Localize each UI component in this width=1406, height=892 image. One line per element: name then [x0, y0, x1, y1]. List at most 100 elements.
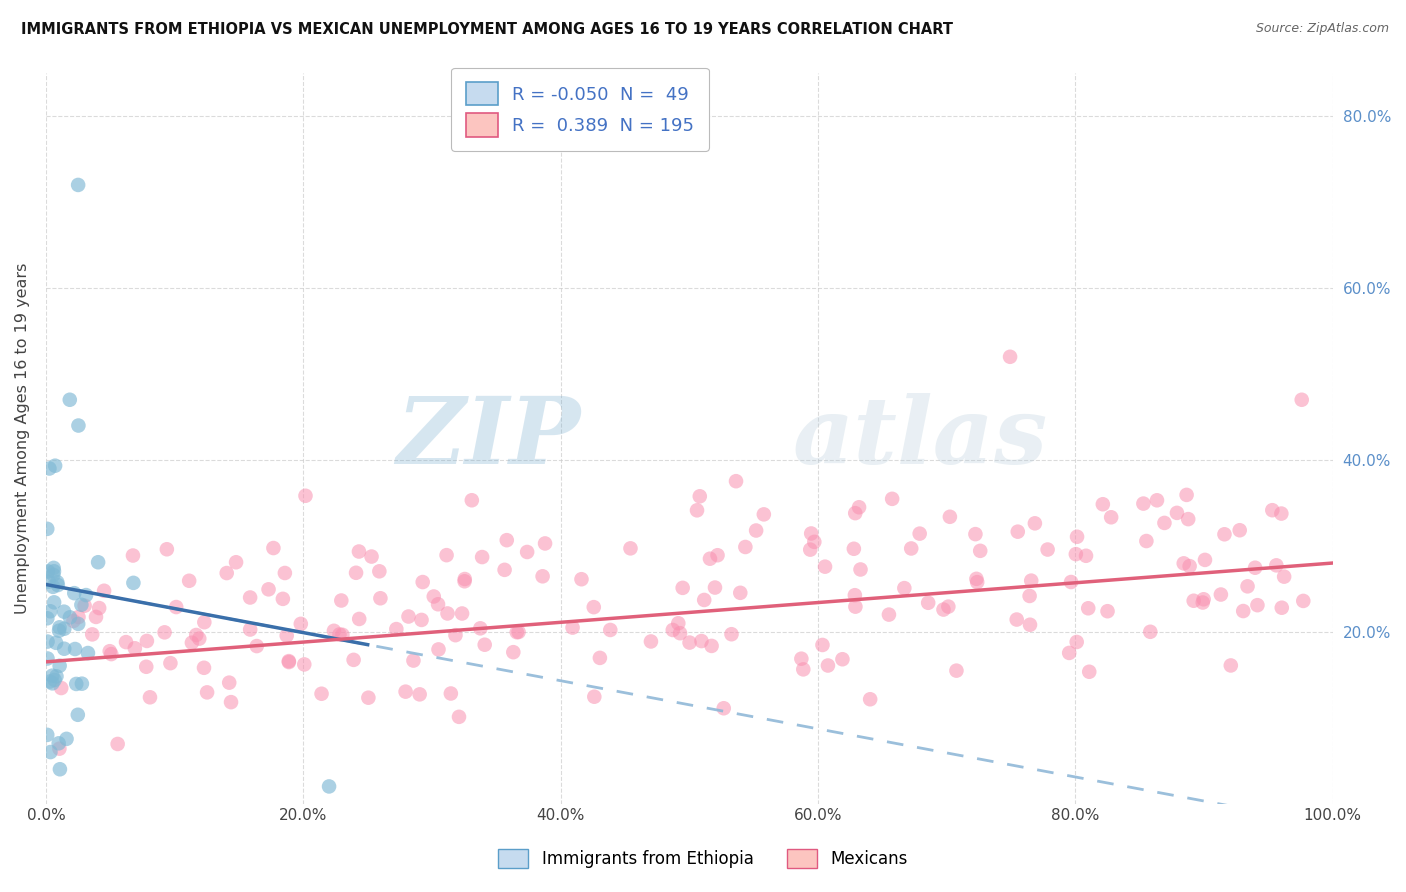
Point	[945, 664, 967, 678]
Point	[1175, 488, 1198, 502]
Point	[38, 574, 60, 589]
Point	[67, 616, 90, 631]
Point	[46, 575, 69, 590]
Point	[689, 489, 711, 503]
Point	[277, 655, 299, 669]
Point	[1074, 549, 1097, 563]
Point	[290, 616, 312, 631]
Point	[98, 644, 121, 658]
Point	[859, 692, 882, 706]
Point	[398, 609, 420, 624]
Point	[792, 662, 814, 676]
Point	[471, 550, 494, 565]
Point	[37, 728, 59, 742]
Point	[219, 695, 242, 709]
Point	[357, 690, 380, 705]
Point	[44, 673, 66, 687]
Point	[965, 527, 987, 541]
Point	[693, 593, 716, 607]
Point	[139, 690, 162, 705]
Point	[849, 562, 872, 576]
Point	[494, 563, 516, 577]
Point	[65, 677, 87, 691]
Point	[370, 591, 392, 606]
Point	[246, 639, 269, 653]
Point	[55, 731, 77, 746]
Point	[1232, 604, 1254, 618]
Point	[179, 574, 201, 588]
Point	[122, 575, 145, 590]
Point	[939, 509, 962, 524]
Point	[814, 559, 837, 574]
Point	[1261, 503, 1284, 517]
Point	[502, 645, 524, 659]
Point	[347, 612, 370, 626]
Point	[1182, 593, 1205, 607]
Point	[75, 588, 97, 602]
Point	[195, 685, 218, 699]
Point	[1292, 594, 1315, 608]
Point	[70, 598, 93, 612]
Point	[84, 610, 107, 624]
Point	[1060, 574, 1083, 589]
Point	[53, 622, 76, 636]
Point	[640, 634, 662, 648]
Point	[1146, 493, 1168, 508]
Point	[124, 641, 146, 656]
Point	[571, 572, 593, 586]
Point	[48, 741, 70, 756]
Point	[1236, 579, 1258, 593]
Point	[1019, 617, 1042, 632]
Point	[39, 604, 62, 618]
Point	[38, 674, 60, 689]
Point	[93, 583, 115, 598]
Point	[690, 634, 713, 648]
Point	[619, 541, 641, 556]
Point	[262, 541, 284, 555]
Point	[1265, 558, 1288, 573]
Text: ZIP: ZIP	[395, 393, 581, 483]
Point	[831, 652, 853, 666]
Point	[41, 676, 63, 690]
Point	[1097, 604, 1119, 618]
Point	[107, 737, 129, 751]
Point	[165, 600, 187, 615]
Point	[73, 599, 96, 613]
Point	[37, 611, 59, 625]
Point	[800, 526, 823, 541]
Point	[1270, 507, 1292, 521]
Point	[704, 581, 727, 595]
Point	[506, 625, 529, 640]
Point	[347, 544, 370, 558]
Point	[531, 569, 554, 583]
Point	[42, 580, 65, 594]
Point	[561, 621, 583, 635]
Point	[42, 564, 65, 578]
Point	[276, 629, 298, 643]
Point	[408, 687, 430, 701]
Point	[534, 536, 557, 550]
Point	[917, 596, 939, 610]
Point	[427, 642, 450, 657]
Point	[817, 658, 839, 673]
Point	[461, 493, 484, 508]
Point	[734, 540, 756, 554]
Point	[730, 586, 752, 600]
Point	[686, 503, 709, 517]
Point	[1077, 601, 1099, 615]
Point	[453, 574, 475, 589]
Point	[225, 555, 247, 569]
Point	[323, 624, 346, 638]
Point	[1007, 524, 1029, 539]
Point	[508, 625, 530, 640]
Point	[745, 524, 768, 538]
Point	[844, 588, 866, 602]
Point	[1213, 527, 1236, 541]
Point	[998, 350, 1021, 364]
Point	[402, 654, 425, 668]
Point	[45, 636, 67, 650]
Point	[41, 668, 63, 682]
Point	[63, 642, 86, 657]
Point	[66, 707, 89, 722]
Point	[969, 544, 991, 558]
